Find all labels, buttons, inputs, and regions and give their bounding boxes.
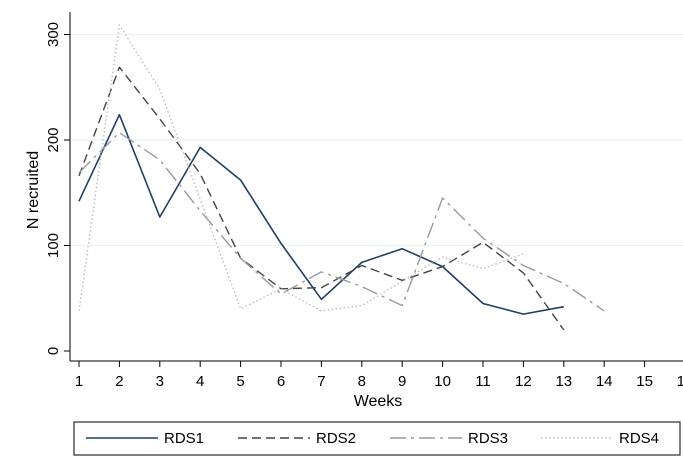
x-tick-label: 5 <box>236 373 244 390</box>
legend-box <box>73 421 681 456</box>
x-tick-label: 13 <box>555 373 572 390</box>
x-tick-label: 2 <box>115 373 123 390</box>
series-line-rds3 <box>78 131 605 312</box>
x-tick-label: 6 <box>277 373 285 390</box>
y-tick-label: 100 <box>45 233 62 258</box>
legend-label: RDS3 <box>468 430 508 447</box>
legend-label: RDS1 <box>164 430 204 447</box>
x-tick-label: 1 <box>75 373 83 390</box>
y-axis-label: N recruited <box>25 151 42 229</box>
series-lines <box>78 24 605 331</box>
x-tick-label: 11 <box>475 373 491 390</box>
series-line-rds2 <box>78 66 565 331</box>
grid-lines <box>70 33 683 247</box>
x-tick-label: 14 <box>596 373 613 390</box>
legend-label: RDS2 <box>316 430 356 447</box>
x-tick-label: 12 <box>515 373 532 390</box>
x-axis-label: Weeks <box>354 393 403 410</box>
y-tick-label: 200 <box>45 127 62 152</box>
legend-label: RDS4 <box>619 430 659 447</box>
x-tick-label: 10 <box>434 373 451 390</box>
series-line-rds1 <box>78 113 564 315</box>
series-line-rds4 <box>78 24 524 312</box>
y-tick-label: 300 <box>45 22 62 47</box>
x-tick-label: 9 <box>398 373 406 390</box>
x-tick-label: 4 <box>196 373 204 390</box>
y-tick-label: 0 <box>45 347 62 355</box>
x-tick-label: 16 <box>677 373 683 390</box>
x-tick-label: 7 <box>317 373 325 390</box>
x-tick-label: 8 <box>358 373 366 390</box>
axes: 010020030012345678910111213141516 <box>45 12 683 390</box>
x-tick-label: 15 <box>636 373 653 390</box>
x-tick-label: 3 <box>156 373 164 390</box>
legend: RDS1 RDS2 RDS3 RDS4 <box>73 421 681 456</box>
